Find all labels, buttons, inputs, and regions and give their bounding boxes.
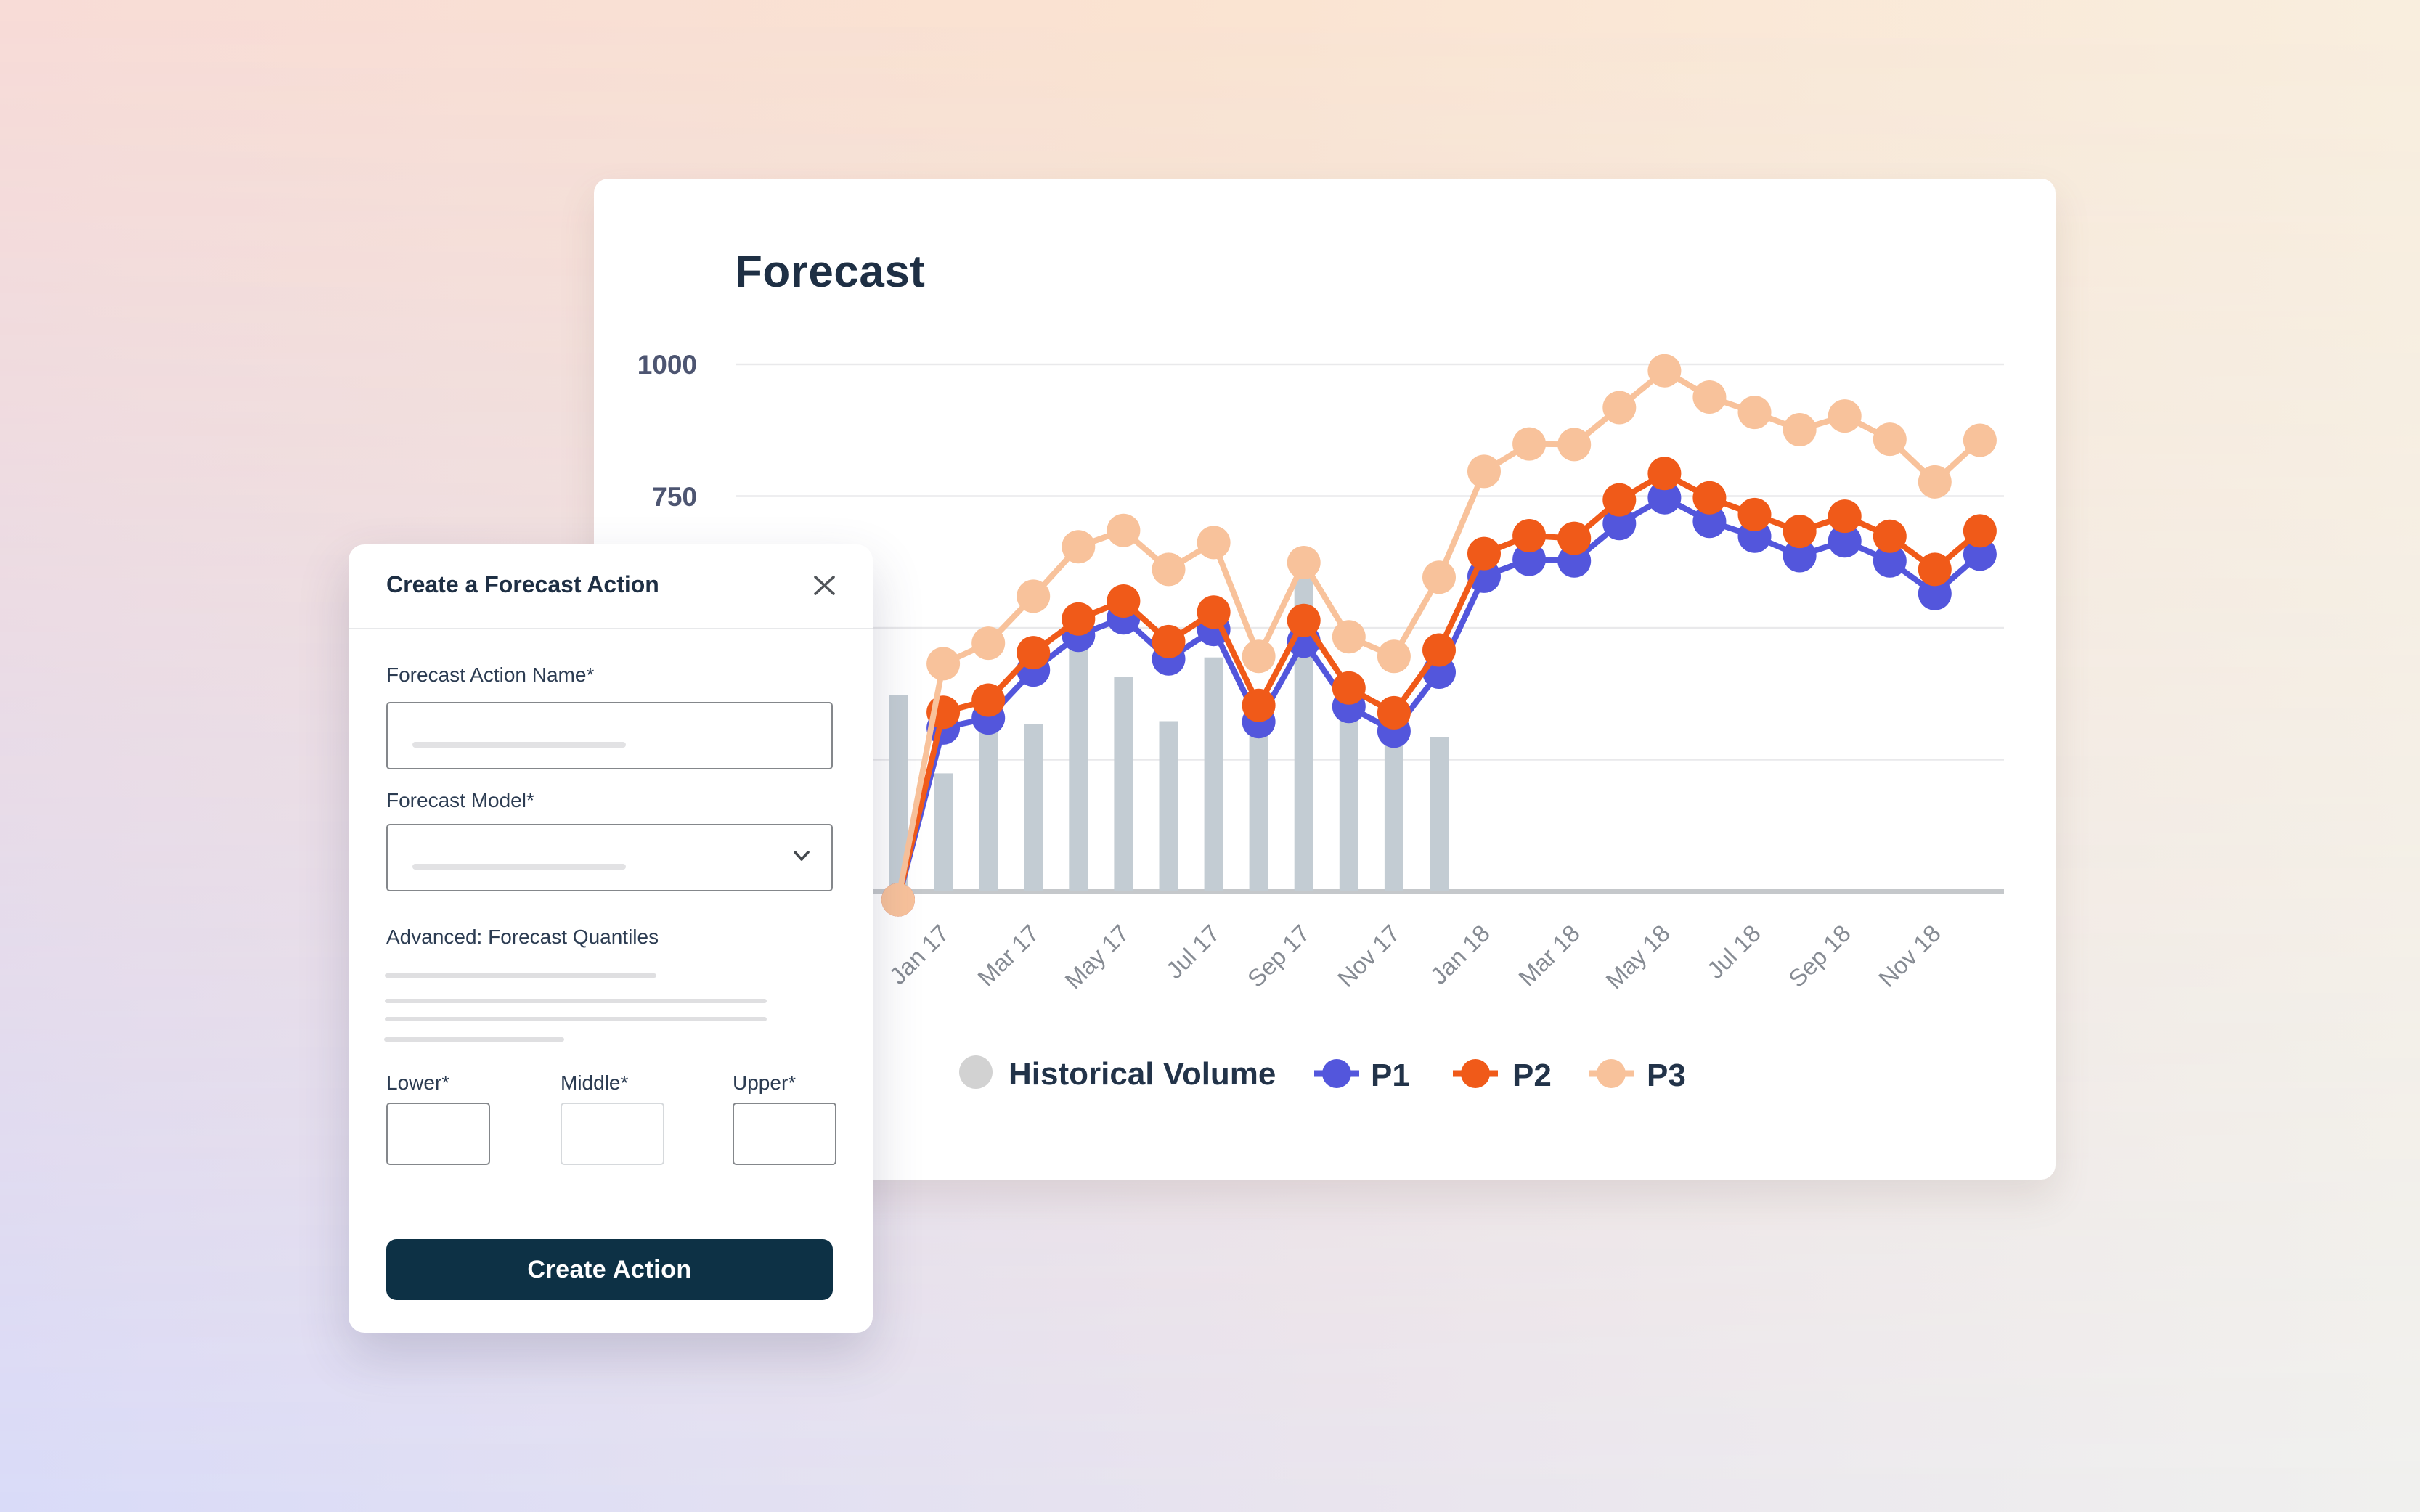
- svg-text:Mar 18: Mar 18: [1513, 920, 1585, 992]
- svg-text:P2: P2: [1512, 1058, 1552, 1093]
- svg-text:750: 750: [652, 482, 697, 512]
- svg-text:May 17: May 17: [1059, 920, 1134, 994]
- svg-text:P1: P1: [1371, 1058, 1410, 1093]
- svg-text:P3: P3: [1647, 1058, 1686, 1093]
- svg-text:May 18: May 18: [1600, 920, 1675, 994]
- svg-text:Historical Volume: Historical Volume: [1009, 1056, 1276, 1092]
- svg-text:Sep 18: Sep 18: [1783, 920, 1856, 992]
- svg-text:Sep 17: Sep 17: [1242, 920, 1315, 992]
- svg-text:Jul 18: Jul 18: [1702, 920, 1766, 984]
- svg-text:Jul 17: Jul 17: [1161, 920, 1225, 984]
- svg-text:Nov 17: Nov 17: [1332, 920, 1405, 992]
- svg-text:Jan 17: Jan 17: [884, 920, 954, 989]
- svg-text:Nov 18: Nov 18: [1873, 920, 1946, 992]
- svg-text:Mar 17: Mar 17: [972, 920, 1044, 992]
- svg-text:1000: 1000: [637, 350, 697, 380]
- svg-text:Jan 18: Jan 18: [1425, 920, 1495, 989]
